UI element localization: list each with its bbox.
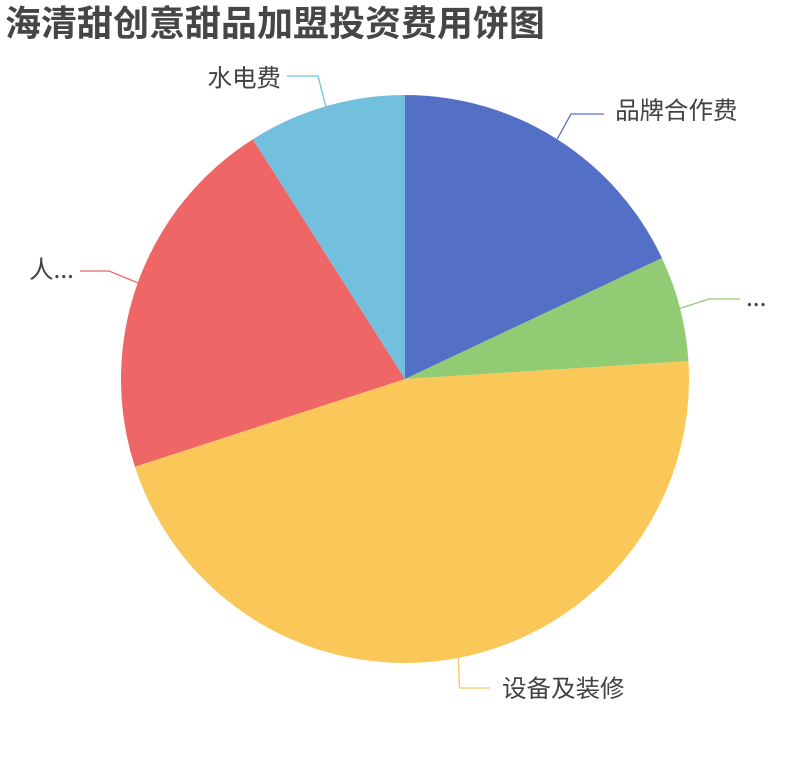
svg-text:...: ... (746, 279, 766, 314)
svg-text:品牌合作费: 品牌合作费 (615, 92, 738, 127)
svg-text:人...: 人... (29, 251, 74, 286)
svg-text:水电费: 水电费 (208, 60, 282, 95)
svg-text:设备及装修: 设备及装修 (502, 670, 625, 705)
